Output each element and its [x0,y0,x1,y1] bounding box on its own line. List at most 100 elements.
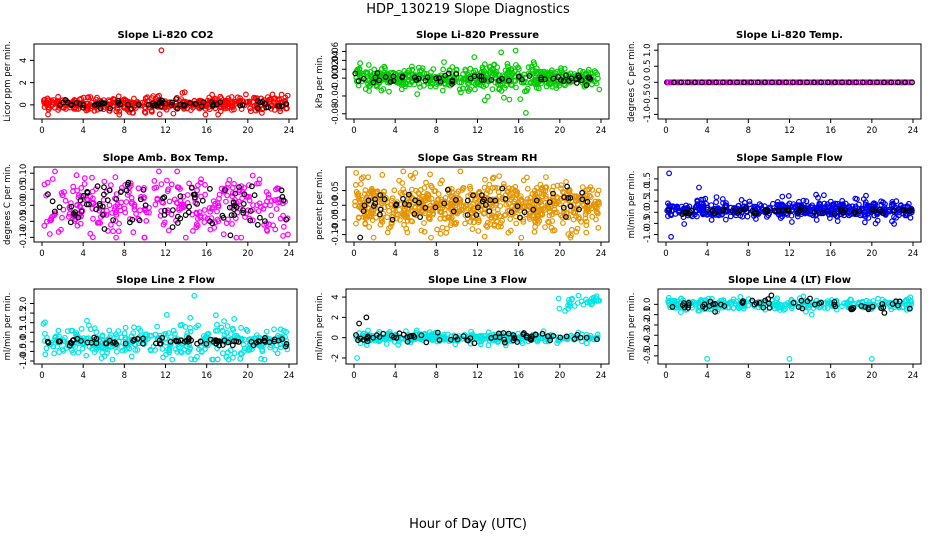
data-point [112,174,119,181]
data-point [472,196,479,203]
data-point [188,184,195,191]
data-point [471,54,478,60]
data-point [789,219,795,225]
data-point [268,212,275,219]
data-point [226,204,233,211]
data-point [213,321,220,328]
data-point [404,229,411,236]
data-point [593,216,599,223]
data-point [493,218,500,225]
y-tick-label: 0.04 [331,51,341,70]
data-point [881,79,887,86]
panel-8: Slope Line 4 (LT) Flow ml/min per min. 0 4 8… [627,275,922,381]
data-point [355,337,361,344]
data-point [779,193,786,200]
data-point [387,69,394,76]
y-tick-label: 0.5 [643,194,653,208]
data-point [110,217,116,224]
data-point [584,202,591,209]
data-point [774,198,781,205]
points-group [41,168,291,241]
points-group [353,292,603,361]
data-point [441,331,447,338]
data-point [377,206,384,213]
data-point [400,81,407,88]
data-point [874,217,881,224]
data-point [158,99,165,106]
data-point [104,197,111,204]
data-point [756,300,763,306]
data-point [545,218,551,225]
panel-title: Slope Li-820 CO2 [117,30,213,41]
x-tick-label: 20 [554,249,565,259]
data-point [70,210,77,217]
data-point [154,196,161,203]
data-point [357,70,364,76]
data-point [417,214,424,221]
data-point [479,64,486,71]
data-point [145,101,152,108]
data-point [417,67,423,74]
data-point [479,198,486,205]
data-point [528,79,534,85]
data-point [583,334,590,341]
data-point [371,203,377,209]
data-point [429,331,436,338]
x-tick-label: 4 [392,126,397,136]
data-point [280,223,287,230]
points-group [352,168,602,241]
data-point [240,207,246,214]
data-point [229,325,236,332]
data-point [369,217,376,224]
y-tick-label: -0.10 [19,226,29,248]
x-tick-label: 16 [825,371,836,381]
data-point [51,208,58,215]
data-point [893,298,899,305]
data-point [381,63,388,70]
data-point [194,353,200,360]
y-tick-label: -0.5 [643,90,653,107]
data-point [100,191,107,198]
data-point [166,198,173,205]
y-tick-label: 4 [331,294,341,299]
data-point [101,100,107,107]
y-axis-label: Licor ppm per min. [3,41,13,122]
data-point [380,210,387,217]
data-point [583,229,590,236]
data-point [550,75,557,82]
data-point [766,300,772,307]
data-point [131,336,138,343]
data-point [225,180,231,187]
data-point [140,186,147,193]
data-point [860,206,867,213]
data-point [277,344,284,351]
data-point [558,182,565,189]
data-point [453,219,460,226]
data-point [247,108,254,115]
data-point [457,168,464,175]
data-point [505,229,512,236]
data-point [187,102,194,109]
data-point [666,206,673,213]
x-tick-label: 8 [122,249,127,259]
data-point [363,342,370,348]
data-point [696,184,702,191]
data-point [113,348,120,355]
data-point [139,340,146,347]
data-point [399,74,406,81]
data-point [740,298,746,305]
data-point [583,340,590,347]
data-point [405,194,412,201]
data-point [229,103,236,110]
data-point [377,192,384,199]
data-point [500,180,507,187]
data-point [550,190,556,197]
data-point [167,342,174,349]
data-point [470,192,476,199]
panel-title: Slope Li-820 Pressure [416,30,539,41]
data-point [381,196,388,203]
data-point [170,110,177,117]
data-point [533,200,540,207]
x-tick-label: 16 [513,249,524,259]
data-point [224,323,231,329]
